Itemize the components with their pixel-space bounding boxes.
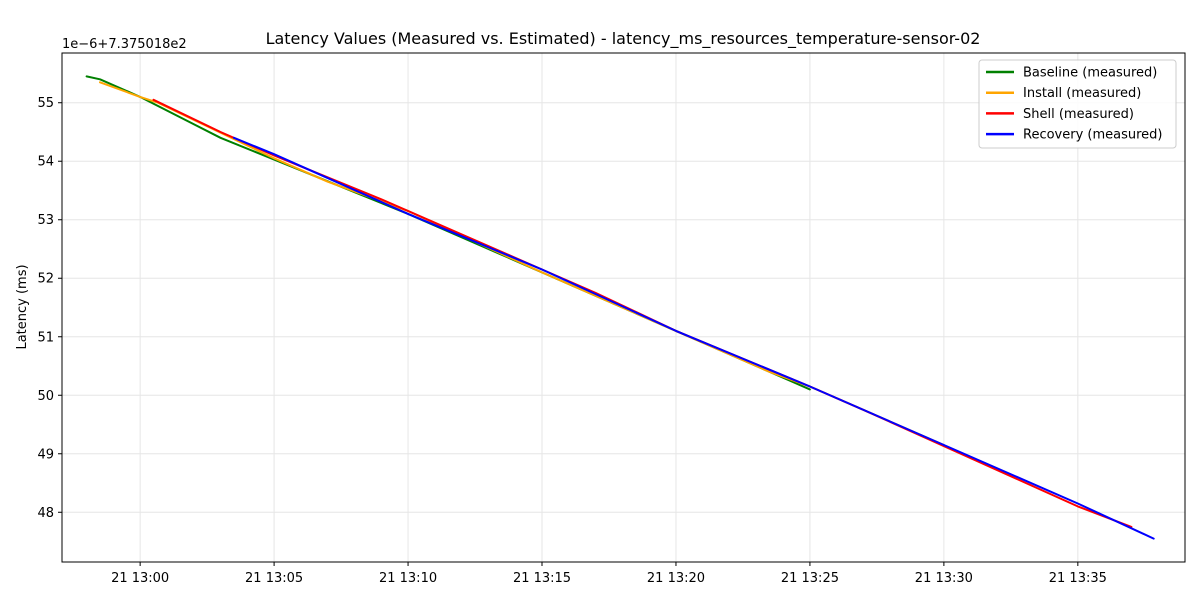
y-tick-label: 51 [37, 330, 54, 345]
y-tick-label: 55 [37, 96, 54, 111]
y-tick-label: 53 [37, 213, 54, 228]
x-tick-label: 21 13:00 [111, 571, 169, 586]
x-tick-label: 21 13:15 [513, 571, 571, 586]
y-tick-label: 52 [37, 272, 54, 287]
series-line-recovery-measured [232, 136, 1155, 540]
legend-entry-recovery-measured: Recovery (measured) [1023, 128, 1163, 143]
x-tick-label: 21 13:10 [379, 571, 437, 586]
x-tick-label: 21 13:35 [1049, 571, 1107, 586]
series-lines [85, 75, 1155, 540]
x-tick-label: 21 13:20 [647, 571, 705, 586]
legend-entry-install-measured: Install (measured) [1023, 86, 1141, 101]
legend-entry-baseline-measured: Baseline (measured) [1023, 66, 1157, 81]
y-offset-label: 1e−6+7.375018e2 [62, 37, 187, 52]
y-tick-label: 48 [37, 506, 54, 521]
y-tick-label: 54 [37, 155, 54, 170]
chart-title: Latency Values (Measured vs. Estimated) … [266, 29, 981, 49]
y-tick-label: 50 [37, 389, 54, 404]
x-tick-label: 21 13:05 [245, 571, 303, 586]
axis-ticks: 21 13:00 21 13:05 21 13:10 21 13:15 21 13:20… [37, 96, 1106, 586]
plot-frame [61, 52, 1186, 563]
x-tick-label: 21 13:30 [915, 571, 973, 586]
x-tick-label: 21 13:25 [781, 571, 839, 586]
legend: Baseline (measured) Install (measured) She… [978, 59, 1177, 149]
y-tick-label: 49 [37, 447, 54, 462]
y-axis-label: Latency (ms) [15, 264, 30, 349]
legend-box [978, 59, 1177, 149]
legend-entry-shell-measured: Shell (measured) [1023, 107, 1134, 122]
